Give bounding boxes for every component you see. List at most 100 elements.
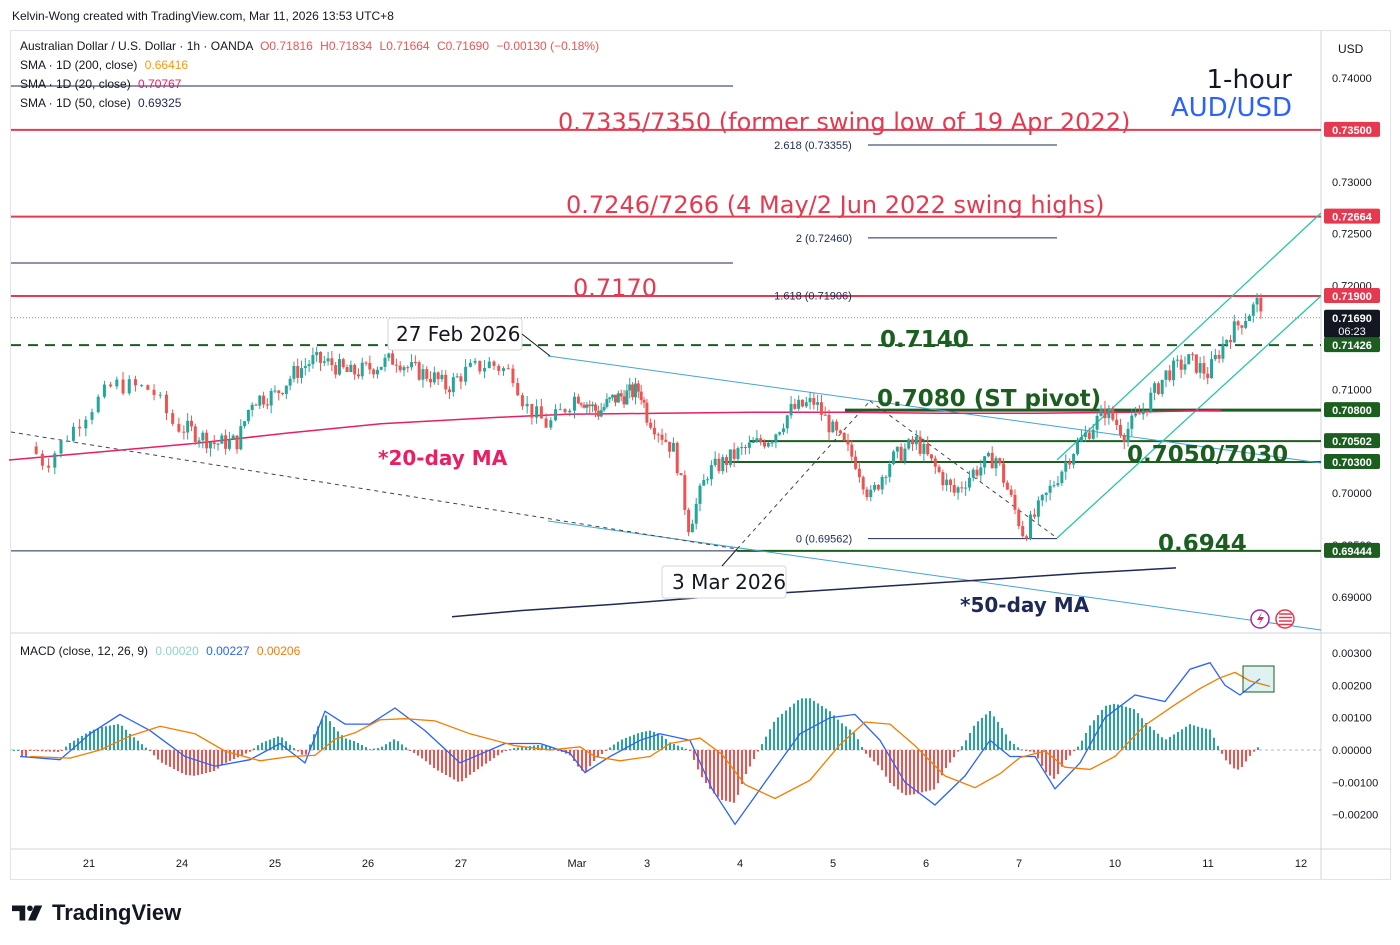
candle-body xyxy=(349,364,353,373)
macd-histogram-bar xyxy=(317,726,319,750)
candle-body xyxy=(778,432,782,435)
candle-body xyxy=(146,385,150,390)
macd-histogram-bar xyxy=(1069,750,1071,756)
macd-histogram-bar xyxy=(781,713,783,750)
candle-body xyxy=(1210,359,1214,379)
candle-body xyxy=(1036,500,1040,517)
macd-histogram-bar xyxy=(805,698,807,750)
candle-body xyxy=(1115,419,1119,425)
macd-histogram-bar xyxy=(329,721,331,750)
macd-histogram-bar xyxy=(1197,726,1199,750)
macd-histogram-bar xyxy=(401,744,403,750)
macd-histogram-bar xyxy=(369,749,371,751)
macd-histogram-bar xyxy=(117,724,119,750)
candle-body xyxy=(683,475,687,510)
macd-histogram-bar xyxy=(73,740,75,750)
candle-body xyxy=(492,361,496,366)
macd-histogram-bar xyxy=(393,739,395,750)
macd-histogram-bar xyxy=(313,734,315,750)
candle-body xyxy=(1217,354,1221,359)
macd-histogram-bar xyxy=(1217,745,1219,750)
candle-body xyxy=(1091,429,1095,439)
candle-body xyxy=(413,362,417,364)
macd-histogram-bar xyxy=(937,750,939,784)
macd-histogram-bar xyxy=(709,750,711,789)
macd-histogram-bar xyxy=(57,750,59,752)
low-value: L0.71664 xyxy=(379,39,430,53)
candle-body xyxy=(599,410,603,417)
candle-body xyxy=(473,360,477,363)
time-tick-label: 10 xyxy=(1109,858,1121,870)
sma20-legend: SMA · 1D (20, close) 0.70767 xyxy=(20,77,181,91)
candle-body xyxy=(1213,354,1217,360)
macd-histogram-bar xyxy=(349,739,351,750)
macd-histogram-bar xyxy=(65,746,67,750)
macd-histogram-bar xyxy=(49,750,51,752)
macd-histogram-bar xyxy=(761,744,763,750)
lightning-bolt-icon xyxy=(1257,612,1264,626)
candle-body xyxy=(1194,354,1198,373)
macd-legend: MACD (close, 12, 26, 9) 0.00020 0.00227 … xyxy=(20,644,300,658)
candle-body xyxy=(990,452,994,469)
annotation-6944: 0.6944 xyxy=(1158,531,1247,557)
candle-body xyxy=(937,466,941,473)
macd-histogram-bar xyxy=(1025,750,1027,751)
macd-histogram-bar xyxy=(21,750,23,757)
candle-body xyxy=(1206,373,1210,379)
candle-body xyxy=(535,406,539,418)
macd-histogram-bar xyxy=(681,747,683,750)
macd-histogram-bar xyxy=(1141,718,1143,750)
macd-histogram-bar xyxy=(1209,729,1211,750)
candle-body xyxy=(311,355,315,365)
sma20-label: SMA · 1D (20, close) xyxy=(20,77,131,91)
macd-histogram-bar xyxy=(1081,740,1083,750)
candle-body xyxy=(224,435,228,449)
candle-body xyxy=(1064,461,1068,472)
candle-body xyxy=(1153,383,1157,393)
candle-body xyxy=(341,359,345,368)
candle-body xyxy=(133,379,137,386)
candle-body xyxy=(664,439,668,442)
candle-body xyxy=(986,452,990,457)
candle-body xyxy=(781,428,785,433)
candle-body xyxy=(205,432,209,449)
candle-body xyxy=(1145,410,1149,412)
macd-histogram-bar xyxy=(469,750,471,775)
candle-body xyxy=(602,406,606,411)
candle-body xyxy=(425,369,429,379)
candle-body xyxy=(262,395,266,405)
candle-body xyxy=(1032,514,1036,517)
macd-histogram-bar xyxy=(585,750,587,772)
candle-body xyxy=(243,421,247,427)
currency-label[interactable]: USD xyxy=(1338,42,1364,56)
candle-body xyxy=(558,409,562,411)
macd-histogram-bar xyxy=(473,750,475,773)
candle-body xyxy=(483,368,487,372)
tradingview-brand[interactable]: TradingView xyxy=(12,900,181,926)
candle-body xyxy=(713,458,717,466)
candle-body xyxy=(842,433,846,441)
macd-histogram-bar xyxy=(857,739,859,750)
candle-body xyxy=(563,409,567,413)
candle-body xyxy=(660,434,664,440)
macd-histogram-bar xyxy=(949,750,951,763)
macd-histogram-bar xyxy=(489,750,491,761)
macd-histogram-bar xyxy=(273,738,275,750)
candle-body xyxy=(721,457,725,472)
brand-name: TradingView xyxy=(52,900,182,925)
macd-histogram-bar xyxy=(81,735,83,750)
macd-histogram-bar xyxy=(965,740,967,750)
macd-histogram-bar xyxy=(345,738,347,750)
candle-body xyxy=(994,458,998,469)
macd-histogram-bar xyxy=(1161,737,1163,750)
candle-body xyxy=(216,443,220,445)
candle-body xyxy=(1225,339,1229,344)
macd-histogram-bar xyxy=(1013,744,1015,750)
candle-body xyxy=(318,351,322,363)
candle-body xyxy=(998,458,1002,464)
candle-body xyxy=(387,353,391,358)
us-flag-icon xyxy=(1275,609,1295,629)
candle-body xyxy=(1126,428,1130,442)
candle-body xyxy=(501,368,505,371)
macd-histogram-bar xyxy=(701,750,703,778)
